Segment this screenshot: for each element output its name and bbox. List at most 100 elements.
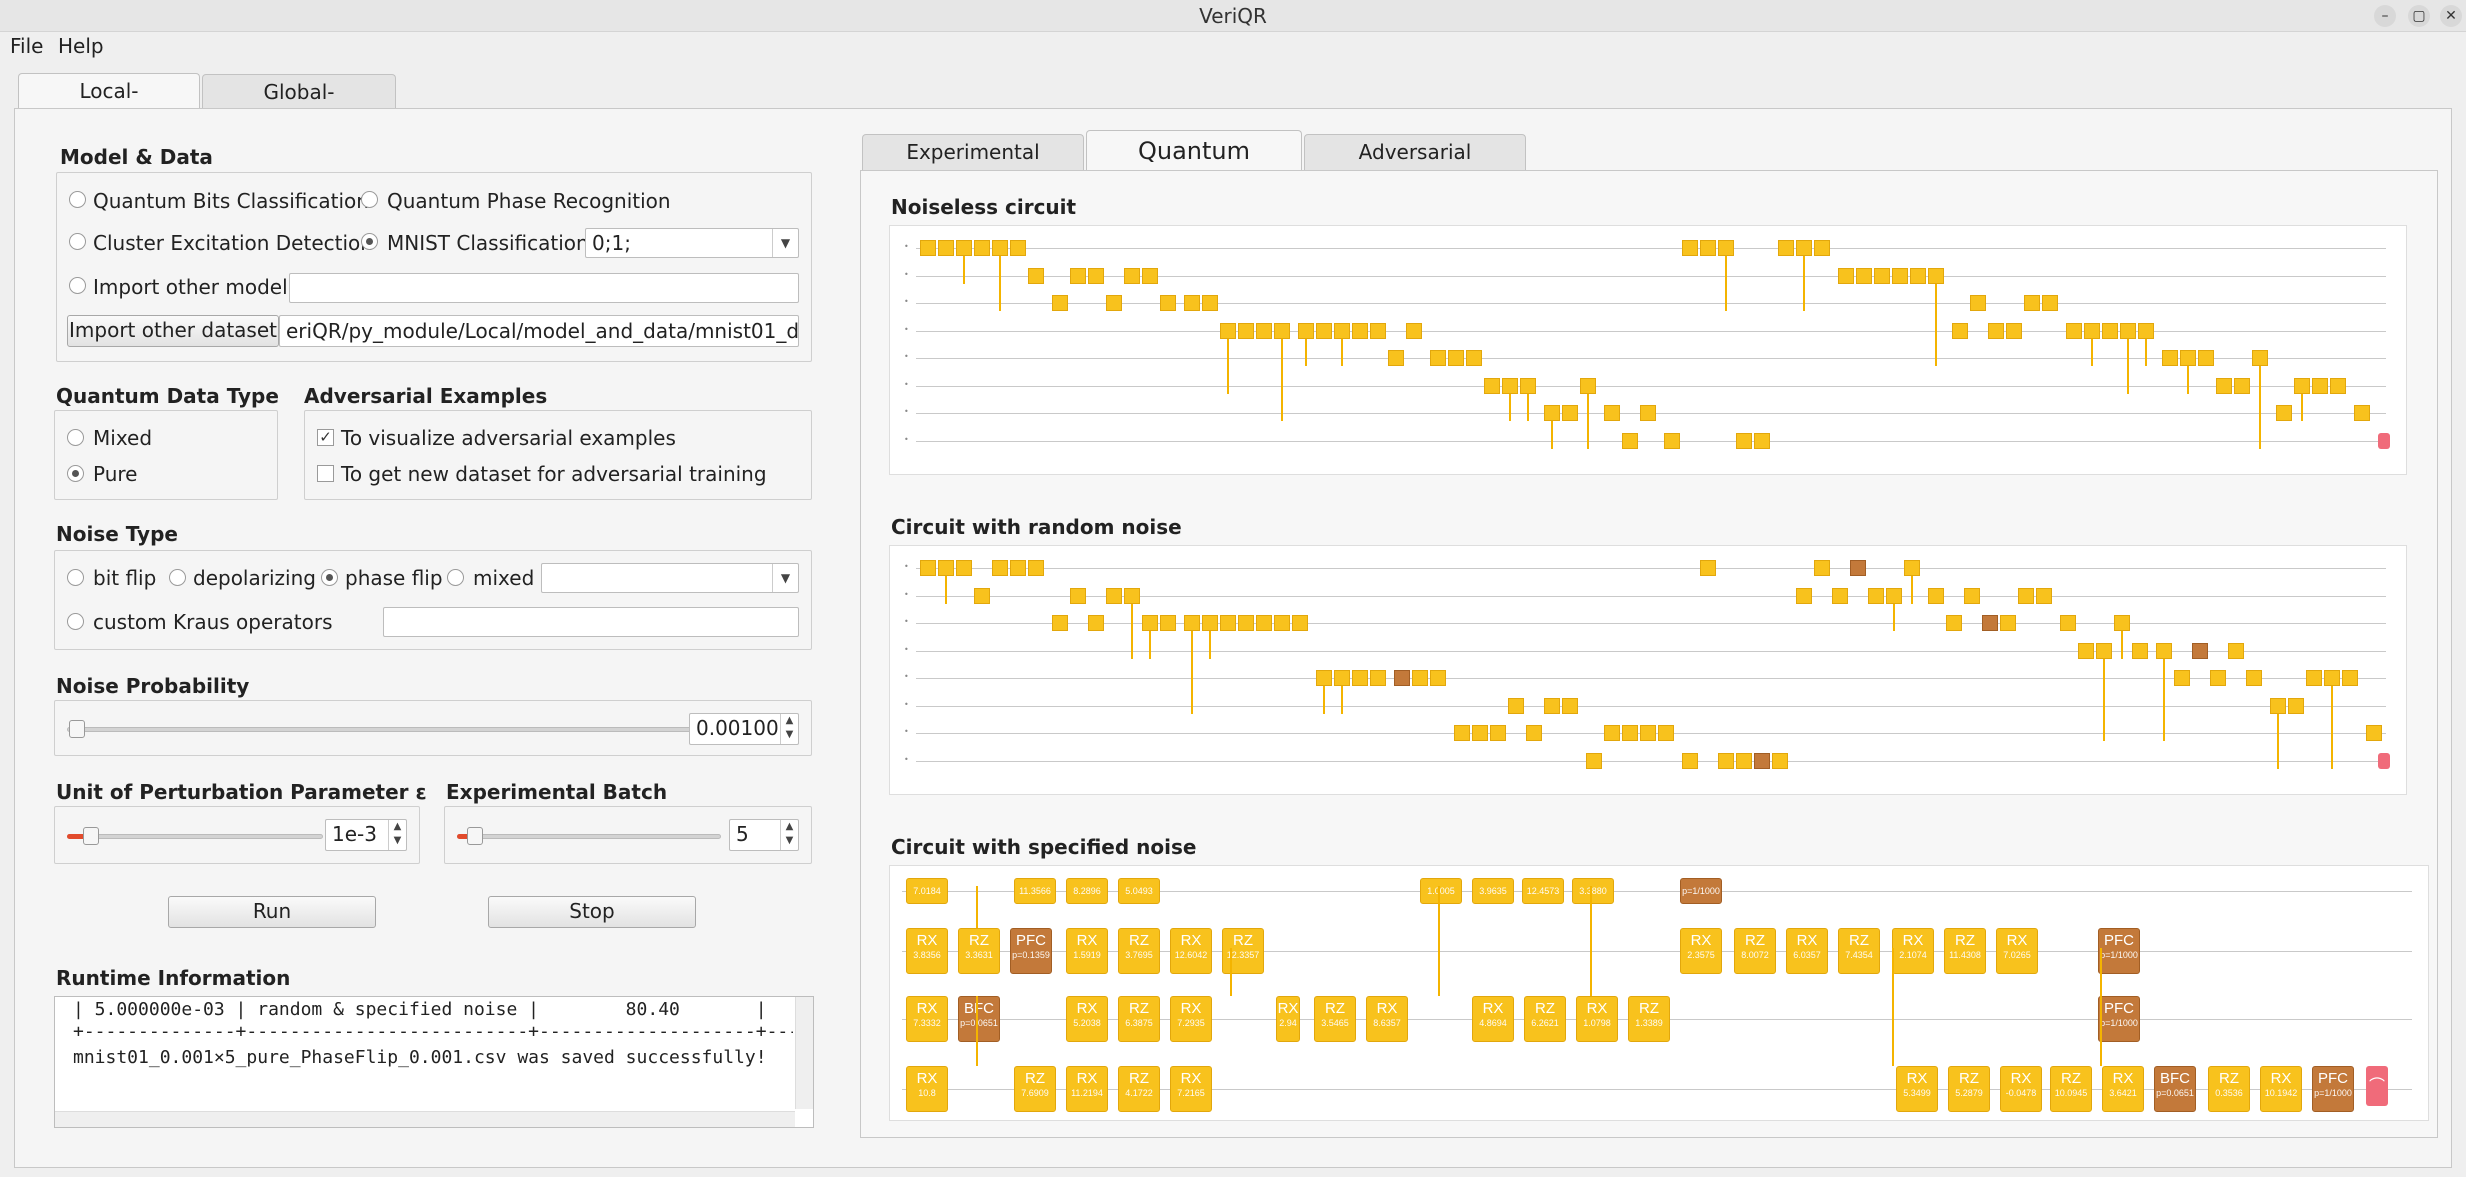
perturbation-slider[interactable]	[67, 834, 323, 839]
gate	[1736, 432, 1752, 449]
control-line	[1341, 686, 1343, 714]
maximize-button[interactable]: ▢	[2408, 5, 2430, 27]
control-line	[2187, 366, 2189, 394]
gate	[1448, 350, 1464, 366]
radio-mnist[interactable]	[361, 233, 378, 250]
control-line	[2301, 393, 2303, 421]
minimize-button[interactable]: –	[2374, 5, 2396, 27]
gate-name: RX	[916, 1000, 938, 1017]
tab-adversarial-examples[interactable]: Adversarial Examples	[1304, 134, 1526, 198]
rotation-gate: 8.2896	[1066, 878, 1108, 904]
gate	[2210, 670, 2226, 686]
qubit-label: •	[904, 269, 909, 279]
noise-probability-slider[interactable]	[67, 727, 693, 732]
noise-probability-handle[interactable]	[69, 720, 85, 738]
gate	[1142, 615, 1158, 631]
menu-help[interactable]: Help	[58, 34, 104, 58]
qubit-label: •	[904, 379, 909, 389]
run-button[interactable]: Run	[168, 896, 376, 928]
runtime-horizontal-scrollbar[interactable]	[55, 1111, 795, 1127]
rotation-gate: RX 12.6042	[1170, 928, 1212, 974]
batch-spinbox[interactable]: 5 ▲ ▼	[729, 819, 799, 851]
tab-local-robustness[interactable]: Local-robustness	[18, 73, 200, 137]
gate-parameter: 7.2165	[1177, 1088, 1205, 1098]
noise-type-title: Noise Type	[56, 522, 178, 546]
radio-cluster-excitation[interactable]	[69, 233, 86, 250]
gate	[1796, 240, 1812, 256]
batch-slider[interactable]	[457, 834, 721, 839]
gate	[1142, 267, 1158, 284]
mixed-noise-combo[interactable]: ▼	[541, 563, 799, 593]
gate	[920, 240, 936, 256]
gate-parameter: 7.6909	[1021, 1088, 1049, 1098]
checkbox-visualize[interactable]: ✓	[317, 429, 334, 446]
gate	[1946, 615, 1962, 631]
radio-mixed[interactable]	[67, 429, 84, 446]
radio-depolarizing[interactable]	[169, 569, 186, 586]
title-bar: VeriQR – ▢ ✕	[0, 0, 2466, 32]
radio-pure[interactable]	[67, 465, 84, 482]
batch-handle[interactable]	[467, 827, 483, 845]
specified-noise-circuit-diagram: 7.0184 11.3566 8.2896 5.0493 1.0005 3.9635 12.…	[889, 865, 2429, 1121]
rotation-gate: RX 7.3332	[906, 996, 948, 1042]
gate	[2060, 615, 2076, 631]
gate	[1406, 322, 1422, 339]
gate-name: PFC	[2104, 932, 2134, 949]
checkbox-new-dataset[interactable]	[317, 465, 334, 482]
tab-experimental-results[interactable]: Experimental Results	[862, 134, 1084, 198]
gate-parameter: 5.0493	[1125, 886, 1153, 896]
random-noise-circuit-title: Circuit with random noise	[891, 515, 1182, 539]
gate	[1910, 267, 1926, 284]
qubit-label: •	[904, 242, 909, 251]
qubit-wire	[916, 358, 2386, 359]
radio-quantum-phase[interactable]	[361, 191, 378, 208]
rotation-gate: RX 3.8356	[906, 928, 948, 974]
gate-name: RZ	[1129, 1000, 1149, 1017]
gate	[1526, 725, 1542, 741]
control-line	[1438, 886, 1440, 996]
control-line	[1590, 886, 1592, 996]
gate-parameter: 6.2621	[1531, 1018, 1559, 1028]
import-model-field[interactable]	[289, 273, 799, 303]
radio-bit-flip[interactable]	[67, 569, 84, 586]
perturbation-spinbox[interactable]: 1e-3 ▲ ▼	[325, 819, 407, 851]
rotation-gate: RX 1.5919	[1066, 928, 1108, 974]
model-data-group: Quantum Bits Classification Quantum Phas…	[56, 172, 812, 362]
radio-phase-flip[interactable]	[321, 569, 338, 586]
stop-button[interactable]: Stop	[488, 896, 696, 928]
radio-mixed-noise[interactable]	[447, 569, 464, 586]
close-button[interactable]: ✕	[2440, 5, 2462, 27]
gate	[1700, 240, 1716, 256]
label-custom-kraus: custom Kraus operators	[93, 610, 333, 634]
runtime-vertical-scrollbar[interactable]	[795, 997, 813, 1109]
menu-file[interactable]: File	[10, 34, 44, 58]
import-dataset-button[interactable]: Import other dataset	[67, 315, 279, 347]
rotation-gate: RX 7.2165	[1170, 1066, 1212, 1112]
perturbation-handle[interactable]	[83, 827, 99, 845]
radio-import-model[interactable]	[69, 277, 86, 294]
gate	[956, 560, 972, 576]
gate	[1604, 405, 1620, 421]
radio-quantum-bits[interactable]	[69, 191, 86, 208]
gate	[2114, 615, 2130, 631]
gate-name: RX	[1076, 1070, 1098, 1087]
gate-parameter: 8.6357	[1373, 1018, 1401, 1028]
dataset-path-field[interactable]: eriQR/py_module/Local/model_and_data/mni…	[279, 315, 799, 347]
mnist-class-combo[interactable]: 0;1; ▼	[585, 228, 799, 258]
rotation-gate: RZ 6.2621	[1524, 996, 1566, 1042]
gate	[1988, 322, 2004, 339]
gate	[2366, 725, 2382, 741]
spin-arrows-icon[interactable]: ▲ ▼	[388, 820, 406, 850]
spin-arrows-icon[interactable]: ▲ ▼	[780, 714, 798, 744]
spin-arrows-icon[interactable]: ▲ ▼	[780, 820, 798, 850]
tab-global-robustness[interactable]: Global-robustness	[202, 74, 396, 138]
gate	[1928, 267, 1944, 284]
noise-probability-spinbox[interactable]: 0.00100 ▲ ▼	[689, 713, 799, 745]
custom-kraus-field[interactable]	[383, 607, 799, 637]
gate-name: BFC	[964, 1000, 994, 1017]
gate	[938, 240, 954, 256]
tab-quantum-circuit[interactable]: Quantum Circuit	[1086, 130, 1302, 205]
gate-parameter: 11.2194	[1071, 1088, 1103, 1098]
gate	[1292, 615, 1308, 631]
radio-custom-kraus[interactable]	[67, 613, 84, 630]
